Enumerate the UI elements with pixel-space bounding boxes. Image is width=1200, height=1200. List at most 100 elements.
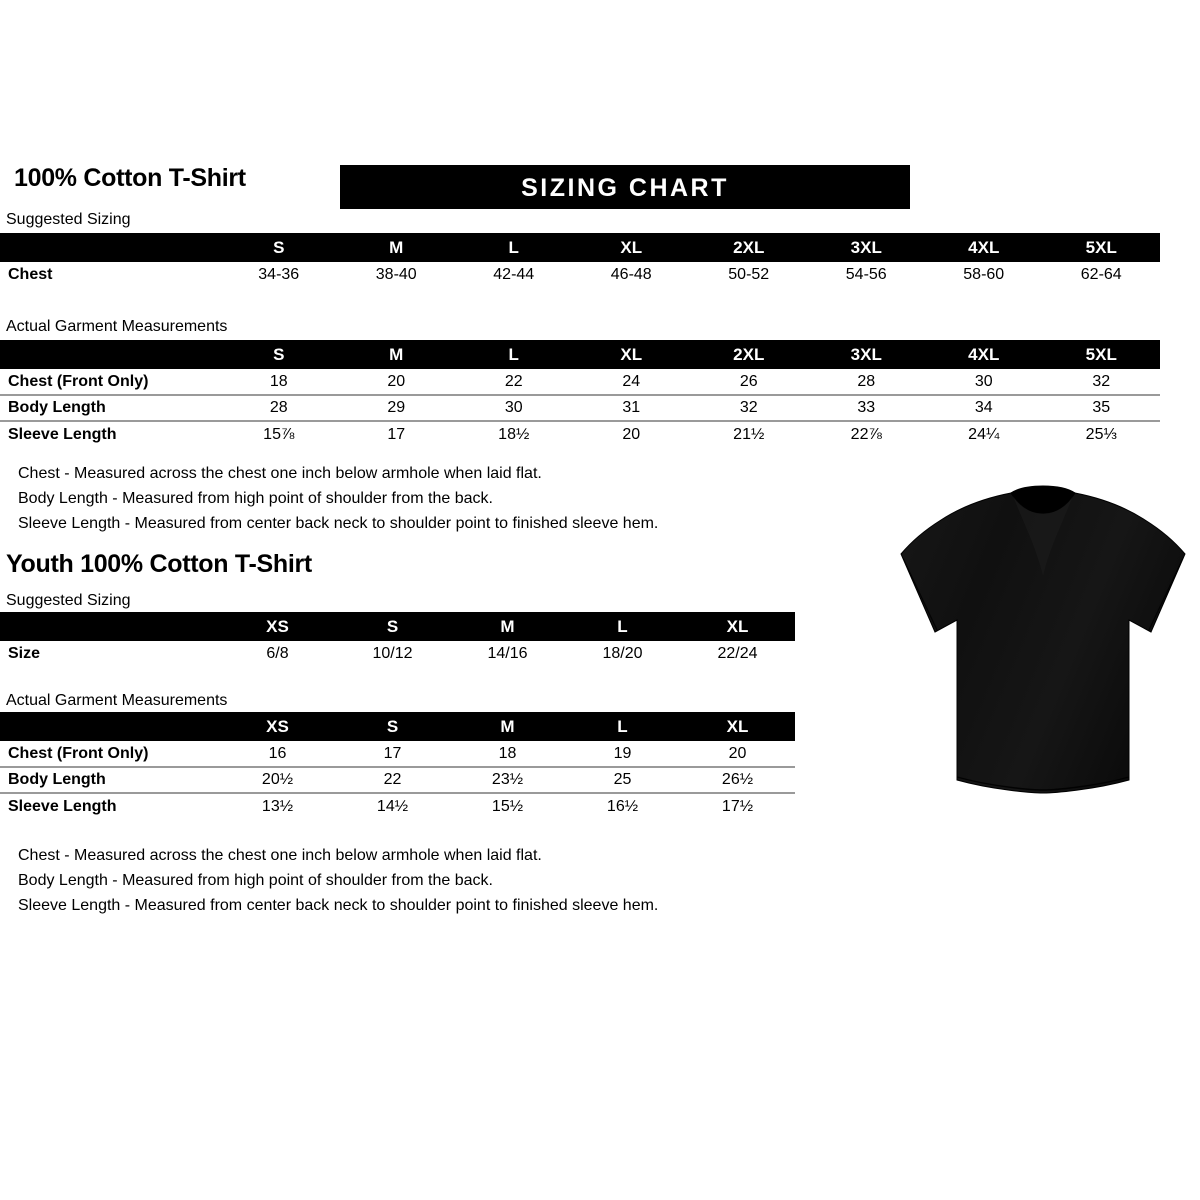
cell-chestfront-s: 18 (269, 372, 288, 390)
cell-chestfront-3xl: 28 (857, 372, 876, 390)
cell-bodylength-l: 25 (565, 766, 680, 793)
page-title: 100% Cotton T-Shirt (14, 164, 246, 192)
cell-bodylength-4xl: 34 (925, 394, 1043, 421)
column-header-xs: XS (220, 712, 335, 741)
cell-bodylength-m: 29 (337, 394, 455, 421)
table-header-row: S M L XL 2XL 3XL 4XL 5XL (0, 233, 1160, 262)
cell-size-xs: 6/8 (266, 645, 289, 662)
table-row: Sleeve Length 15⅞ 17 18½ 20 21½ 22⅞ 24¼ … (0, 420, 1160, 447)
cell-chest-3xl: 54-56 (845, 266, 887, 283)
cell-chest-4xl: 58-60 (963, 266, 1005, 283)
table-row: Body Length 20½ 22 23½ 25 26½ (0, 766, 795, 793)
cell-bodylength-3xl: 33 (807, 394, 925, 421)
table-header-row: XS S M L XL (0, 612, 795, 641)
column-header-corner (0, 712, 220, 741)
row-label-chest-front-only: Chest (Front Only) (8, 372, 149, 390)
note-sleeve-length: Sleeve Length - Measured from center bac… (18, 515, 659, 532)
column-header-corner (0, 233, 220, 262)
note-body-length: Body Length - Measured from high point o… (18, 490, 493, 507)
note-chest: Chest - Measured across the chest one in… (18, 465, 542, 482)
cell-sleevelength-s: 15⅞ (220, 420, 338, 447)
row-label-body-length: Body Length (0, 394, 220, 421)
cell-bodylength-m: 23½ (450, 766, 565, 793)
cell-chestfront-xl: 24 (622, 372, 641, 390)
cell-bodylength-l: 30 (455, 394, 573, 421)
column-header-s: S (335, 612, 450, 641)
table-header-row: S M L XL 2XL 3XL 4XL 5XL (0, 340, 1160, 369)
column-header-4xl: 4XL (925, 233, 1043, 262)
column-header-2xl: 2XL (690, 233, 808, 262)
column-header-s: S (220, 340, 338, 369)
column-header-4xl: 4XL (925, 340, 1043, 369)
table-row: Sleeve Length 13½ 14½ 15½ 16½ 17½ (0, 792, 795, 819)
column-header-l: L (455, 340, 573, 369)
cell-chestfront-5xl: 32 (1092, 372, 1111, 390)
table-row: Body Length 28 29 30 31 32 33 34 35 (0, 394, 1160, 421)
column-header-xl: XL (680, 612, 795, 641)
cell-bodylength-s: 22 (335, 766, 450, 793)
cell-sleevelength-xl: 20 (572, 420, 690, 447)
cell-bodylength-s: 28 (220, 394, 338, 421)
sizing-chart-banner-label: SIZING CHART (521, 174, 729, 202)
column-header-3xl: 3XL (807, 340, 925, 369)
row-label-sleeve-length: Sleeve Length (0, 420, 220, 447)
column-header-s: S (335, 712, 450, 741)
column-header-s: S (220, 233, 338, 262)
youth-measurement-notes: Chest - Measured across the chest one in… (18, 843, 658, 918)
cell-chestfront-m: 18 (498, 744, 517, 762)
youth-suggested-sizing-label: Suggested Sizing (6, 592, 131, 609)
cell-chestfront-m: 20 (387, 372, 406, 390)
adult-actual-measurements-table: S M L XL 2XL 3XL 4XL 5XL Chest (Front On… (0, 340, 1160, 447)
tshirt-silhouette (900, 485, 1186, 794)
cell-sleevelength-xs: 13½ (220, 792, 335, 819)
column-header-xl: XL (572, 340, 690, 369)
sizing-chart-banner: SIZING CHART (340, 165, 910, 209)
column-header-m: M (337, 233, 455, 262)
cell-sleevelength-s: 14½ (335, 792, 450, 819)
column-header-3xl: 3XL (807, 233, 925, 262)
cell-size-xl: 22/24 (717, 645, 758, 662)
cell-chestfront-l: 22 (504, 372, 523, 390)
cell-chest-m: 38-40 (375, 266, 417, 283)
cell-sleevelength-m: 15½ (450, 792, 565, 819)
column-header-l: L (565, 612, 680, 641)
cell-sleevelength-m: 17 (337, 420, 455, 447)
column-header-xs: XS (220, 612, 335, 641)
cell-chest-xl: 46-48 (610, 266, 652, 283)
cell-bodylength-xl: 26½ (680, 766, 795, 793)
table-row: Chest (Front Only) 16 17 18 19 20 (0, 741, 795, 767)
tshirt-bottom-hem (956, 776, 1130, 791)
adult-actual-measurements-label: Actual Garment Measurements (6, 318, 228, 335)
column-header-m: M (337, 340, 455, 369)
column-header-m: M (450, 712, 565, 741)
tshirt-collar (1010, 486, 1076, 514)
cell-bodylength-2xl: 32 (690, 394, 808, 421)
cell-bodylength-xl: 31 (572, 394, 690, 421)
column-header-xl: XL (572, 233, 690, 262)
cell-sleevelength-3xl: 22⅞ (807, 420, 925, 447)
cell-chest-5xl: 62-64 (1080, 266, 1122, 283)
cell-sleevelength-4xl: 24¼ (925, 420, 1043, 447)
cell-chestfront-xl: 20 (728, 744, 747, 762)
column-header-l: L (455, 233, 573, 262)
cell-size-s: 10/12 (372, 645, 413, 662)
column-header-corner (0, 612, 220, 641)
cell-sleevelength-l: 16½ (565, 792, 680, 819)
table-row: Chest (Front Only) 18 20 22 24 26 28 30 … (0, 369, 1160, 395)
cell-sleevelength-2xl: 21½ (690, 420, 808, 447)
cell-sleevelength-l: 18½ (455, 420, 573, 447)
row-label-size: Size (8, 645, 41, 662)
cell-chestfront-2xl: 26 (739, 372, 758, 390)
row-label-chest-front-only: Chest (Front Only) (8, 744, 149, 762)
column-header-5xl: 5XL (1042, 340, 1160, 369)
table-header-row: XS S M L XL (0, 712, 795, 741)
cell-chest-l: 42-44 (493, 266, 535, 283)
column-header-m: M (450, 612, 565, 641)
note-body-length: Body Length - Measured from high point o… (18, 872, 493, 889)
cell-bodylength-5xl: 35 (1042, 394, 1160, 421)
column-header-xl: XL (680, 712, 795, 741)
tshirt-sleeve-hem-right (1148, 557, 1184, 631)
column-header-l: L (565, 712, 680, 741)
column-header-2xl: 2XL (690, 340, 808, 369)
